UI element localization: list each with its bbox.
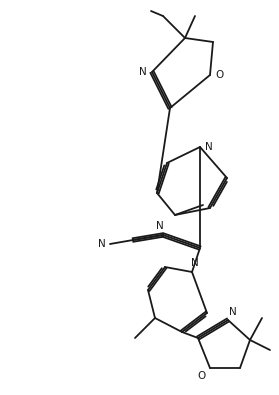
Text: N: N (156, 221, 164, 231)
Text: N: N (229, 307, 237, 317)
Text: N: N (139, 67, 147, 77)
Text: N: N (98, 239, 106, 249)
Text: N: N (205, 142, 213, 152)
Text: O: O (197, 371, 205, 381)
Text: N: N (191, 258, 199, 268)
Text: O: O (215, 70, 223, 80)
